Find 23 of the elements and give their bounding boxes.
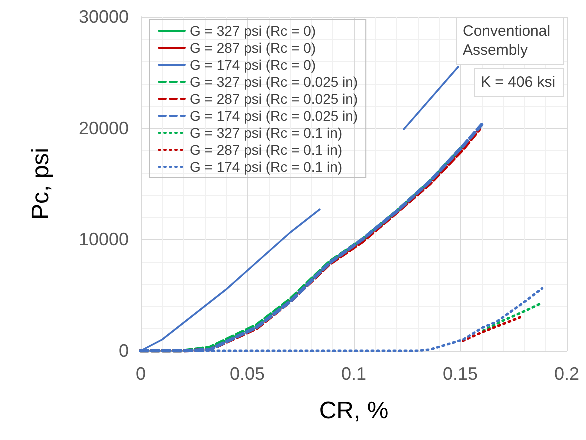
legend-label: G = 287 psi (Rc = 0.1 in) xyxy=(190,142,343,158)
y-tick-label: 30000 xyxy=(78,7,129,27)
legend-label: G = 327 psi (Rc = 0) xyxy=(190,23,316,39)
legend-label: G = 174 psi (Rc = 0.025 in) xyxy=(190,108,358,124)
legend-label: G = 287 psi (Rc = 0.025 in) xyxy=(190,91,358,107)
legend-label: G = 327 psi (Rc = 0.025 in) xyxy=(190,74,358,90)
annotation: Conventional Assembly xyxy=(463,23,555,59)
y-tick-label: 20000 xyxy=(78,118,129,138)
legend-label: G = 287 psi (Rc = 0) xyxy=(190,40,316,56)
x-axis-title: CR, % xyxy=(319,398,389,424)
x-tick-label: 0.15 xyxy=(442,364,478,384)
line-series xyxy=(462,316,522,342)
legend-label: G = 174 psi (Rc = 0) xyxy=(190,57,316,73)
y-axis-title: Pc, psi xyxy=(28,148,54,220)
legend-label: G = 327 psi (Rc = 0.1 in) xyxy=(190,125,343,141)
x-tick-label: 0.2 xyxy=(554,364,580,384)
annotation: K = 406 ksi xyxy=(481,74,556,91)
y-tick-label: 0 xyxy=(118,341,129,361)
x-tick-label: 0.05 xyxy=(230,364,266,384)
x-tick-label: 0 xyxy=(136,364,146,384)
x-tick-label: 0.1 xyxy=(341,364,367,384)
y-tick-label: 10000 xyxy=(78,230,129,250)
legend-label: G = 174 psi (Rc = 0.1 in) xyxy=(190,159,343,175)
